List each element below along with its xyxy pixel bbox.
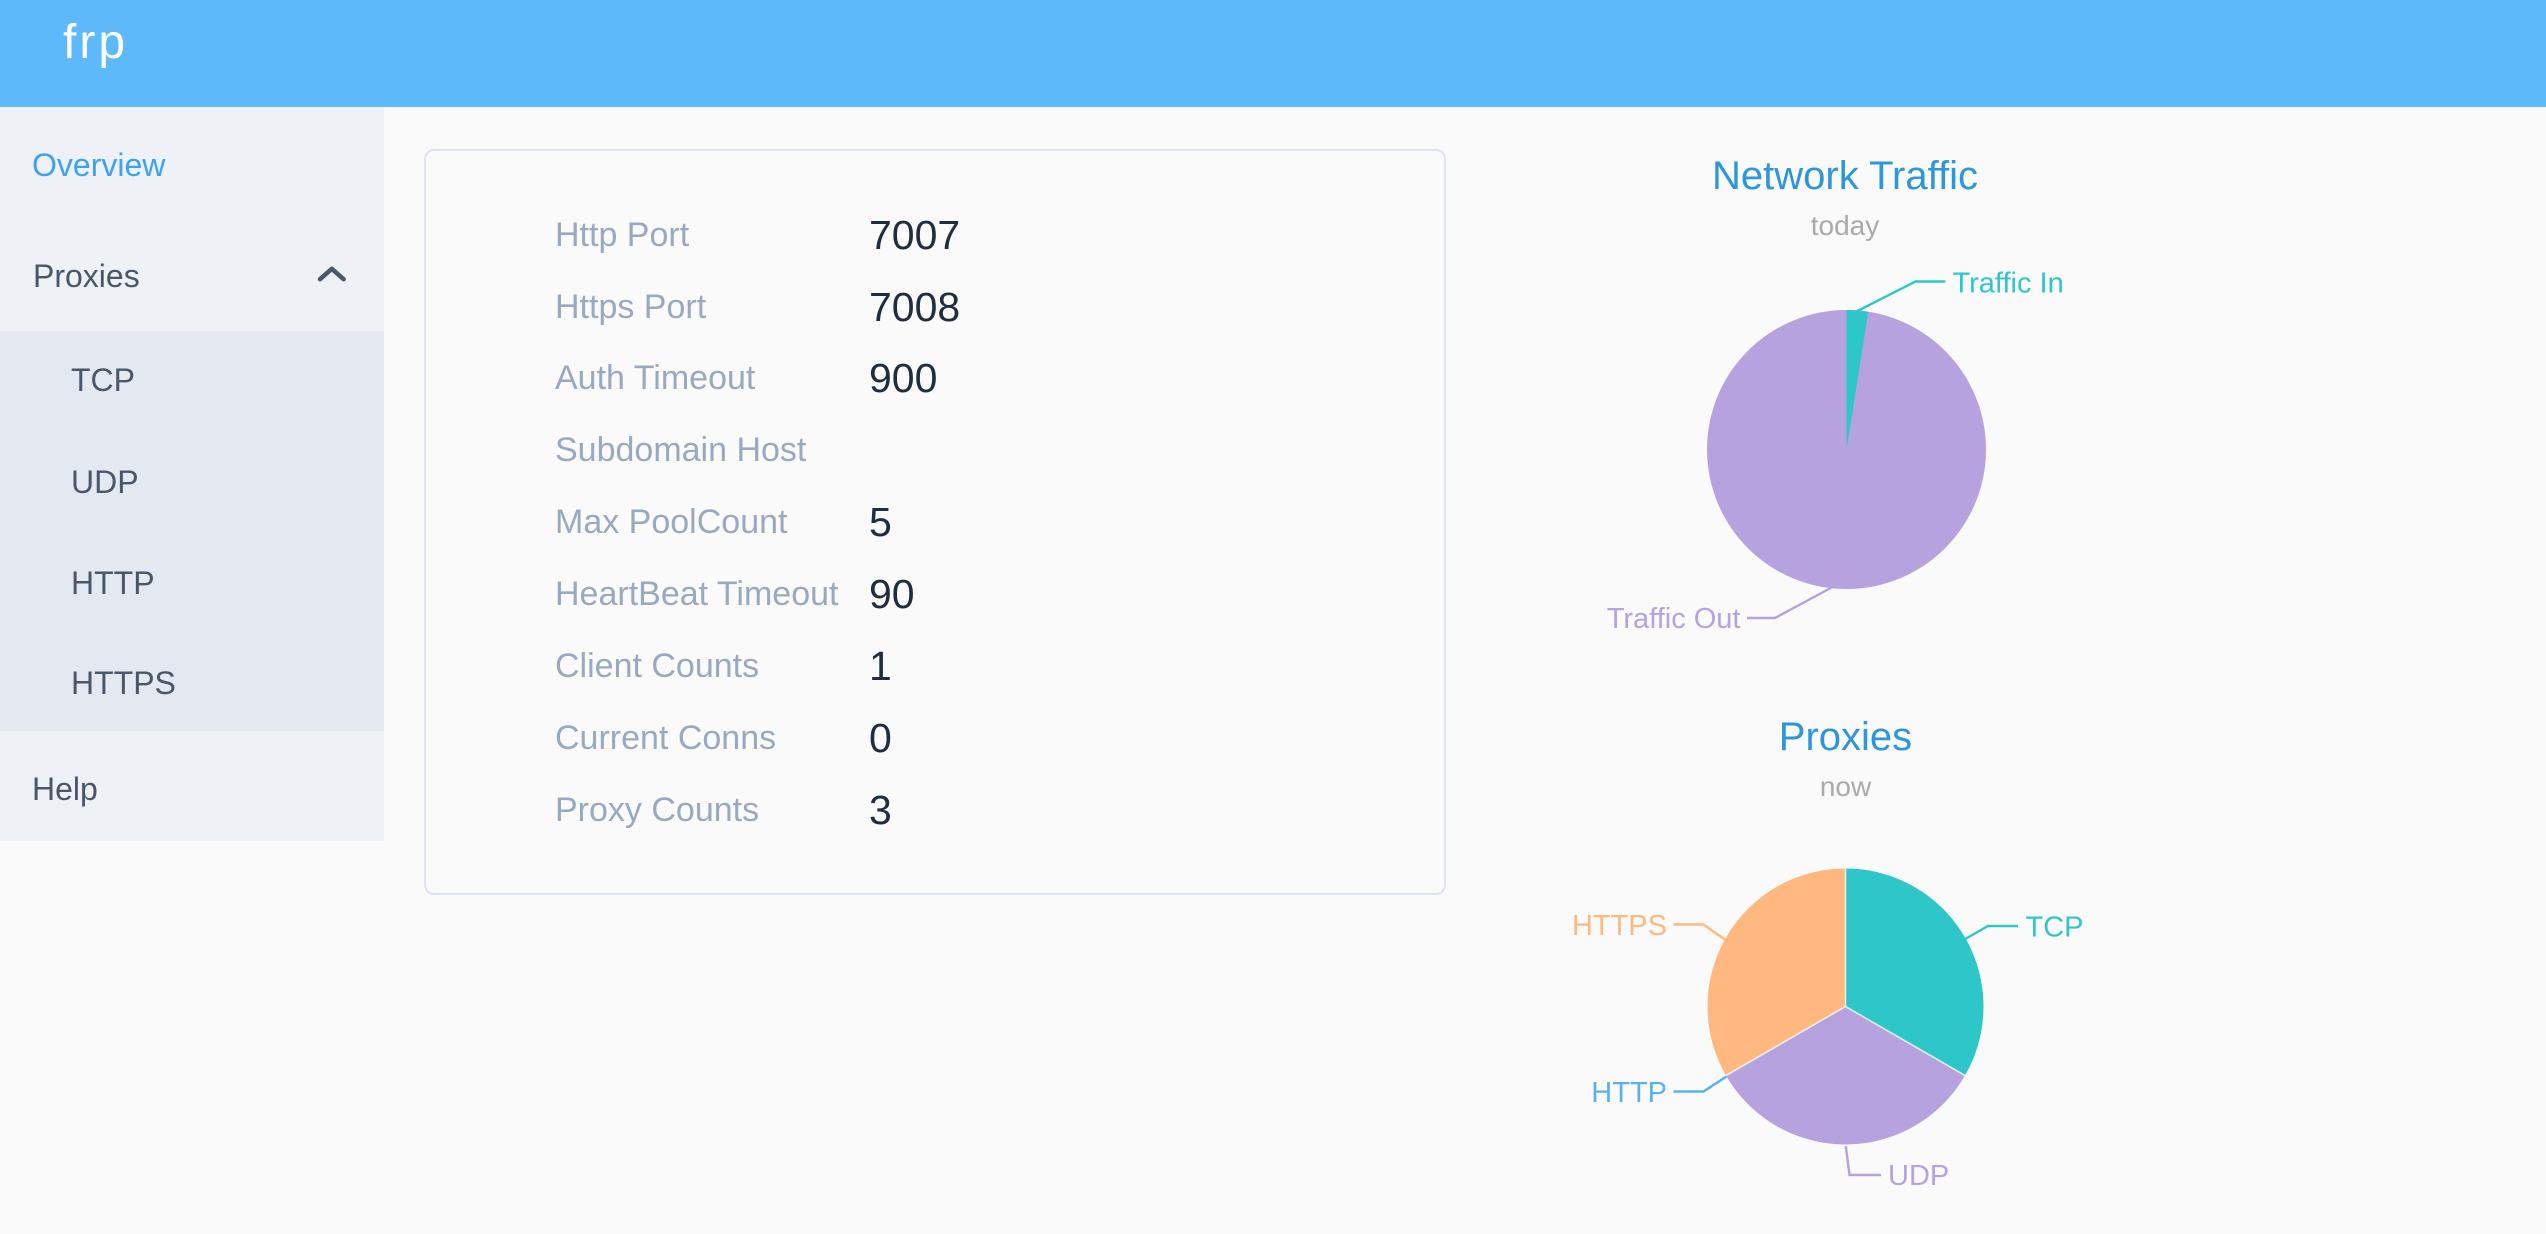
svg-text:UDP: UDP [1888, 1160, 1949, 1192]
svg-text:HTTPS: HTTPS [1572, 910, 1667, 942]
svg-text:Network Traffic: Network Traffic [1712, 154, 1978, 198]
svg-text:Traffic Out: Traffic Out [1607, 603, 1741, 635]
svg-text:TCP: TCP [2026, 912, 2084, 944]
svg-text:HTTP: HTTP [1591, 1077, 1667, 1109]
svg-text:today: today [1811, 210, 1880, 241]
svg-text:Traffic In: Traffic In [1953, 268, 2064, 300]
svg-text:now: now [1820, 771, 1872, 802]
svg-text:Proxies: Proxies [1779, 715, 1912, 759]
